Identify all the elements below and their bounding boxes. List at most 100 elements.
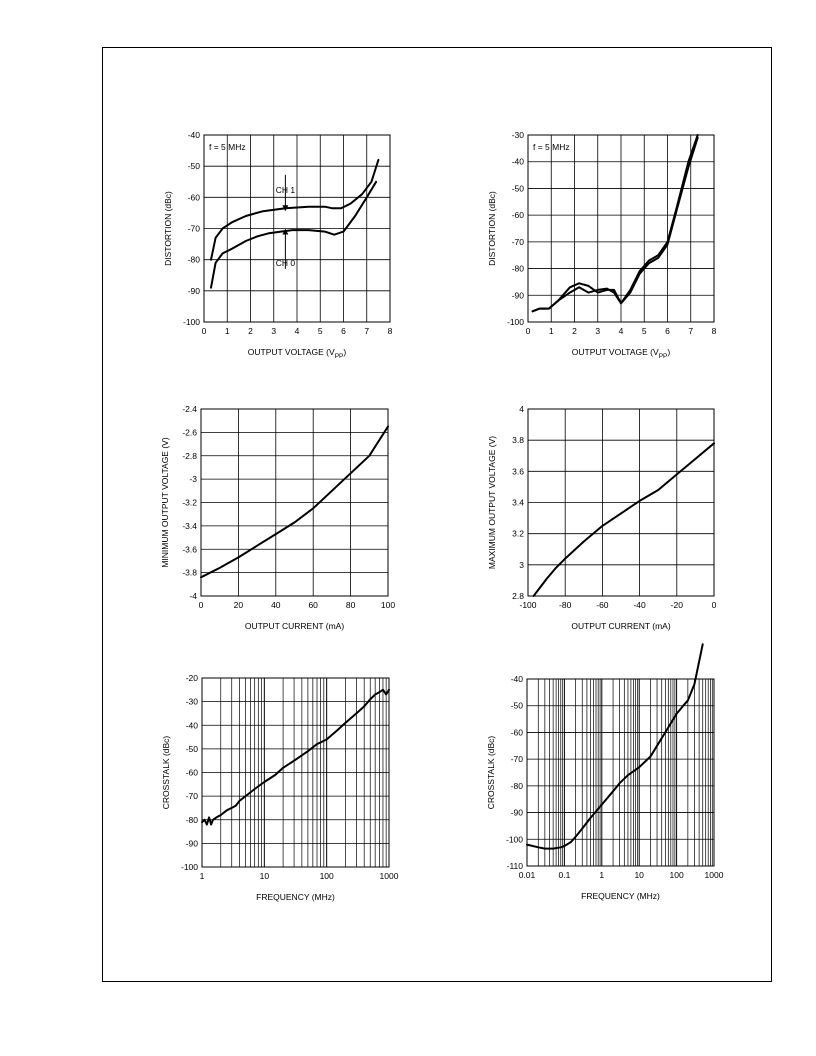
y-tick-label: -60 <box>511 727 524 737</box>
y-tick-label: -3.2 <box>182 498 197 508</box>
x-tick-label: 100 <box>320 871 334 881</box>
series-line-ch-1 <box>210 158 380 261</box>
y-tick-label: -60 <box>186 768 199 778</box>
y-tick-label: -100 <box>507 317 524 327</box>
y-tick-label: 3.8 <box>512 435 524 445</box>
x-tick-label: 4 <box>295 326 300 336</box>
y-tick-label: 3.4 <box>512 498 524 508</box>
series-line-1 <box>201 688 390 826</box>
x-tick-label: 6 <box>341 326 346 336</box>
x-tick-label: 40 <box>271 600 281 610</box>
y-tick-label: -3.4 <box>182 521 197 531</box>
y-tick-label: -70 <box>512 237 525 247</box>
x-tick-label: 60 <box>308 600 318 610</box>
chart-3: -4 -3.8 -3.6 -3.4 -3.2 -3 -2.8 -2.6 -2.4 0 20 40 60 8… <box>160 404 395 631</box>
y-tick-label: -2.4 <box>182 404 197 414</box>
y-tick-label: -3 <box>189 474 197 484</box>
y-tick-label: -50 <box>186 744 199 754</box>
y-tick-label: 4 <box>519 404 524 414</box>
y-tick-label: -2.6 <box>182 427 197 437</box>
y-tick-label: -50 <box>188 161 201 171</box>
y-tick-label: 3 <box>519 560 524 570</box>
y-tick-label: -90 <box>188 286 201 296</box>
chart-4: 2.8 3 3.2 3.4 3.6 3.8 4 -100 -80 -60 -40 -20 0 OUTPUT… <box>487 404 717 631</box>
y-tick-label: -40 <box>511 674 524 684</box>
plot-frame <box>203 134 391 323</box>
x-tick-label: 1 <box>200 871 205 881</box>
y-tick-label: -40 <box>188 130 201 140</box>
y-tick-label: -30 <box>186 697 199 707</box>
x-tick-label: -80 <box>559 600 572 610</box>
frequency-annotation: f = 5 MHz <box>209 142 246 152</box>
chart-1: -100 -90 -80 -70 -60 -50 -40 0 1 2 3 4 5 6 7 8 OUTPUT VO… <box>163 130 393 360</box>
x-tick-label: 1 <box>599 870 604 880</box>
x-tick-label: 2 <box>572 326 577 336</box>
x-tick-label: -40 <box>633 600 646 610</box>
x-tick-label: 1 <box>549 326 554 336</box>
x-tick-label: 1000 <box>705 870 724 880</box>
y-tick-label: -20 <box>186 673 199 683</box>
y-tick-label: 3.6 <box>512 466 524 476</box>
x-tick-label: 0.1 <box>558 870 570 880</box>
y-tick-label: -3.8 <box>182 568 197 578</box>
plot-frame <box>526 678 715 867</box>
series-line-2 <box>531 136 699 313</box>
plot-frame <box>527 134 715 323</box>
x-tick-label: 0 <box>712 600 717 610</box>
x-tick-label: 0 <box>199 600 204 610</box>
x-tick-label: -60 <box>596 600 609 610</box>
x-tick-label: 0.01 <box>519 870 536 880</box>
x-tick-label: 8 <box>712 326 717 336</box>
y-axis-label: MINIMUM OUTPUT VOLTAGE (V) <box>160 437 170 568</box>
chart-2: -100 -90 -80 -70 -60 -50 -40 -30 0 1 2 3 4 5 6 7 8 OUTPUT… <box>487 130 717 360</box>
y-axis-label: DISTORTION (dBc) <box>487 191 497 266</box>
x-tick-label: 100 <box>670 870 684 880</box>
y-tick-label: -60 <box>188 192 201 202</box>
x-tick-label: 5 <box>318 326 323 336</box>
x-tick-label: 1 <box>225 326 230 336</box>
x-tick-label: 3 <box>271 326 276 336</box>
x-tick-label: 1000 <box>380 871 399 881</box>
x-axis-label: OUTPUT CURRENT (mA) <box>245 621 344 631</box>
x-tick-label: 80 <box>346 600 356 610</box>
x-tick-label: 6 <box>665 326 670 336</box>
y-tick-label: -80 <box>511 781 524 791</box>
x-tick-label: 5 <box>642 326 647 336</box>
y-tick-label: -80 <box>188 255 201 265</box>
x-tick-label: 2 <box>248 326 253 336</box>
y-tick-label: -60 <box>512 210 525 220</box>
y-tick-label: -100 <box>506 834 523 844</box>
x-axis-label: OUTPUT VOLTAGE (VPP) <box>248 347 347 360</box>
x-tick-label: 10 <box>634 870 644 880</box>
y-tick-label: 3.2 <box>512 529 524 539</box>
y-tick-label: -90 <box>511 808 524 818</box>
y-tick-label: -80 <box>186 815 199 825</box>
series-line-1 <box>200 425 389 579</box>
y-axis-label: MAXIMUM OUTPUT VOLTAGE (V) <box>487 436 497 569</box>
x-tick-label: -20 <box>671 600 684 610</box>
y-tick-label: -40 <box>512 157 525 167</box>
x-tick-label: 10 <box>260 871 270 881</box>
x-tick-label: 0 <box>202 326 207 336</box>
series-line-1 <box>526 643 704 850</box>
y-tick-label: -80 <box>512 264 525 274</box>
chart-6: -110 -100 -90 -80 -70 -60 -50 -40 0.01 0.1 1 10 100 1… <box>486 643 724 901</box>
y-tick-label: -110 <box>507 861 524 871</box>
y-tick-label: -50 <box>511 701 524 711</box>
y-axis-label: DISTORTION (dBc) <box>163 191 173 266</box>
x-tick-label: 4 <box>619 326 624 336</box>
y-tick-label: -40 <box>186 720 199 730</box>
x-tick-label: 20 <box>234 600 244 610</box>
series-line-1 <box>532 442 715 597</box>
y-tick-label: -90 <box>186 838 199 848</box>
plot-frame <box>527 408 715 597</box>
y-axis-label: CROSSTALK (dBc) <box>161 736 171 810</box>
x-tick-label: 0 <box>526 326 531 336</box>
y-tick-label: -4 <box>189 591 197 601</box>
plot-frame <box>201 677 390 868</box>
y-tick-label: -50 <box>512 183 525 193</box>
x-axis-label: OUTPUT CURRENT (mA) <box>571 621 670 631</box>
y-tick-label: -70 <box>186 791 199 801</box>
x-axis-label: OUTPUT VOLTAGE (VPP) <box>572 347 671 360</box>
